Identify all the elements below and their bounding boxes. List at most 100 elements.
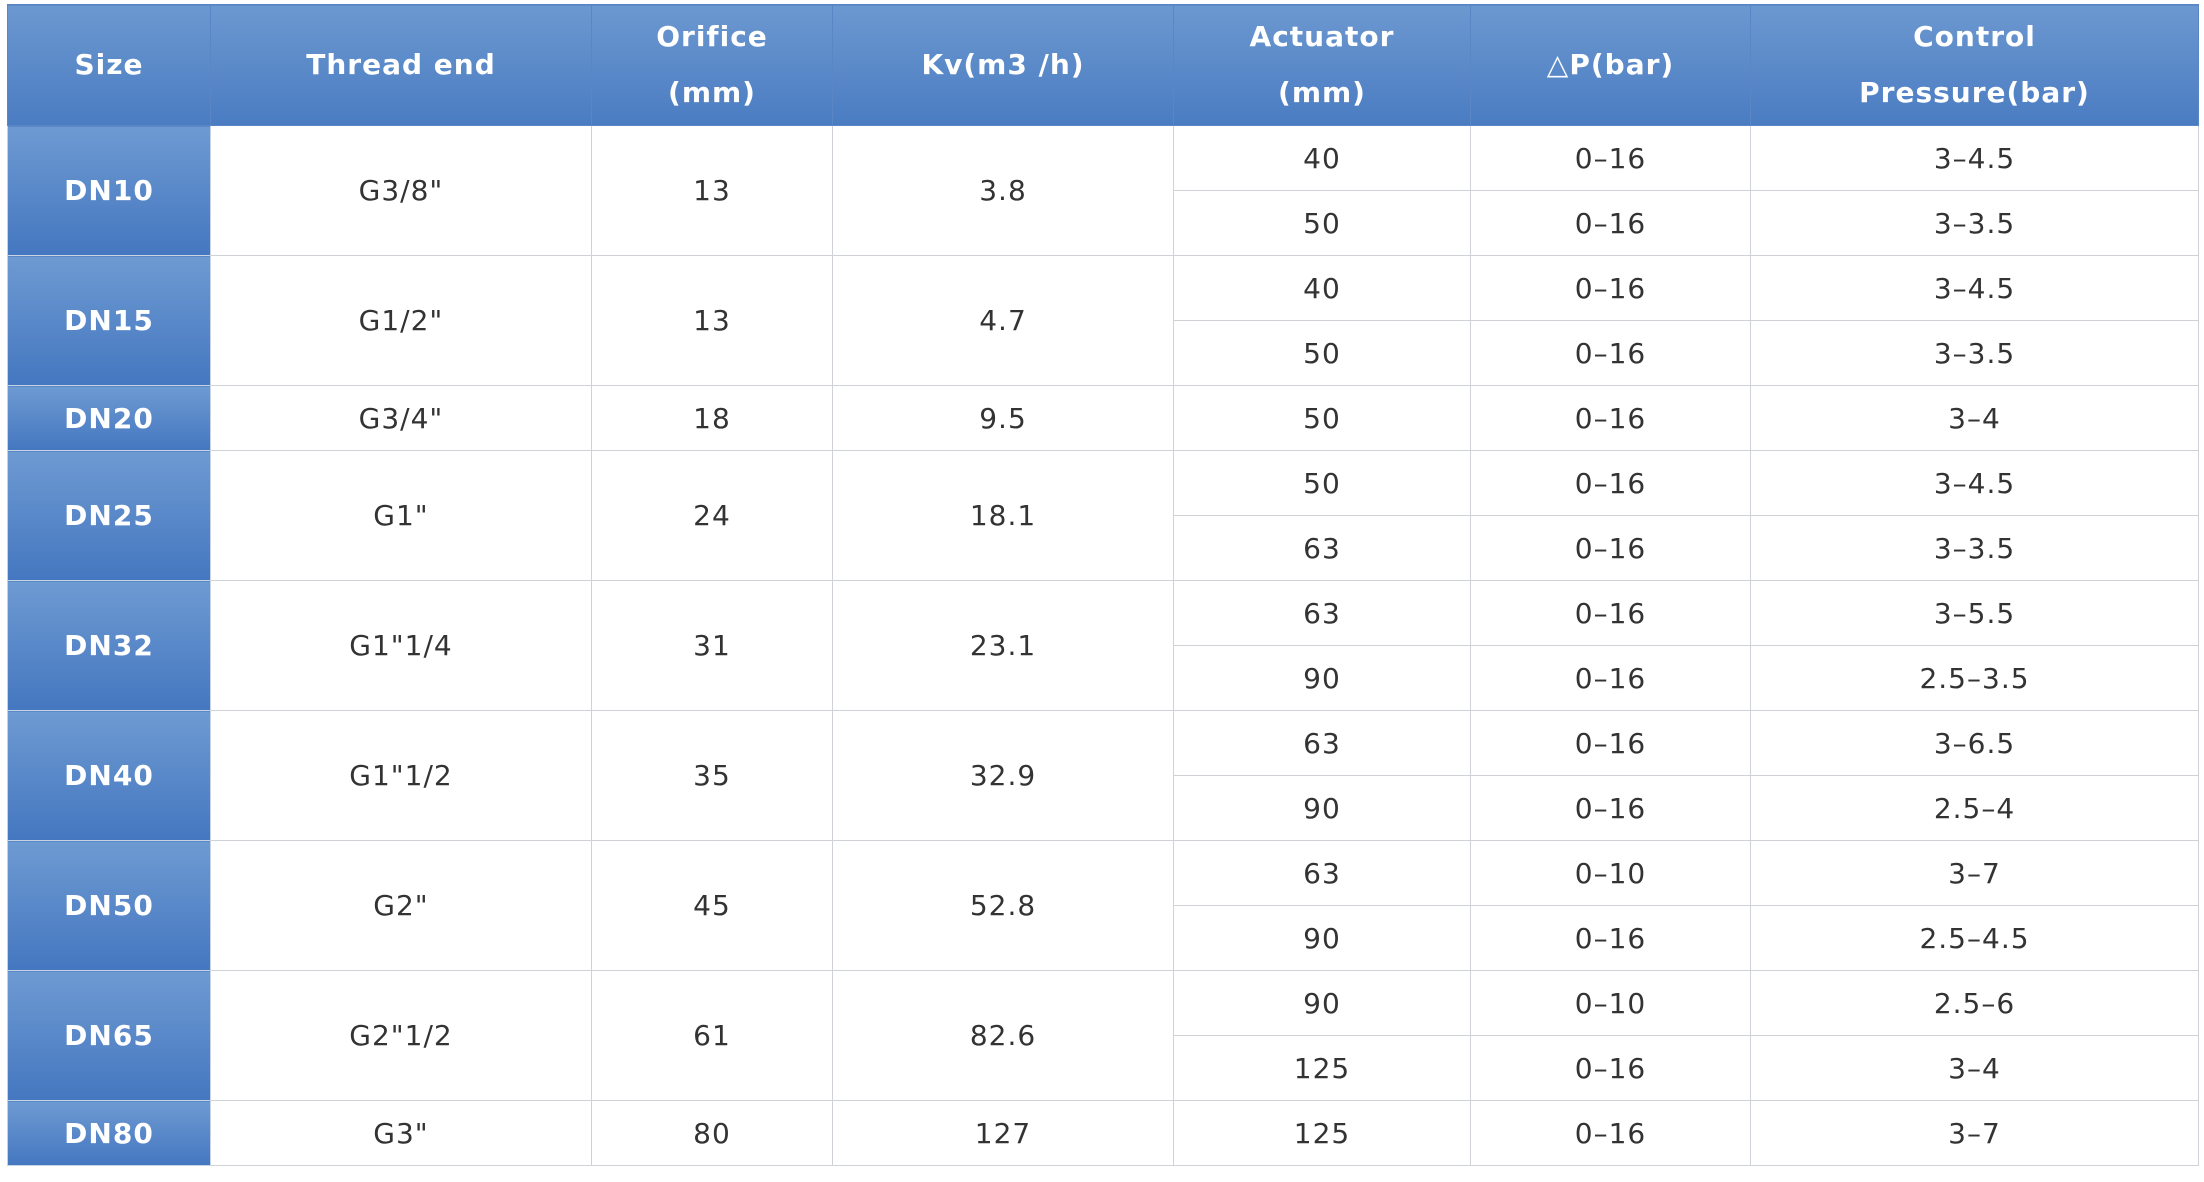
header-text: Size <box>74 48 144 81</box>
control-pressure-cell: 3–4 <box>1750 1035 2199 1101</box>
dp-cell: 0–10 <box>1470 840 1751 906</box>
table-row: 90 0–16 2.5–4.5 <box>8 905 2199 971</box>
size-cell: DN80 <box>7 1100 211 1166</box>
dp-cell: 0–16 <box>1470 905 1751 971</box>
header-text: Kv(m3 /h) <box>921 48 1085 81</box>
actuator-cell: 125 <box>1173 1100 1471 1166</box>
dp-cell: 0–16 <box>1470 1035 1751 1101</box>
kv-cell: 32.9 <box>832 710 1174 841</box>
kv-cell: 18.1 <box>832 450 1174 581</box>
thread-cell: G2"1/2 <box>210 970 592 1101</box>
size-cell: DN25 <box>7 450 211 581</box>
size-cell: DN50 <box>7 840 211 971</box>
header-text: (mm) <box>668 76 756 109</box>
control-pressure-cell: 3–5.5 <box>1750 580 2199 646</box>
orifice-cell: 13 <box>591 255 833 386</box>
actuator-cell: 40 <box>1173 125 1471 191</box>
orifice-cell: 31 <box>591 580 833 711</box>
dp-cell: 0–16 <box>1470 710 1751 776</box>
control-pressure-cell: 2.5–4 <box>1750 775 2199 841</box>
table-row: DN10 G3/8" 13 3.8 40 0–16 3–4.5 <box>7 125 2199 256</box>
header-text: Actuator <box>1249 20 1395 53</box>
header-text: Orifice <box>656 20 768 53</box>
actuator-cell: 50 <box>1173 385 1471 451</box>
header-text: Control <box>1913 20 2036 53</box>
thread-cell: G2" <box>210 840 592 971</box>
header-text: Thread end <box>306 48 496 81</box>
table-row: DN32 G1"1/4 31 23.1 63 0–16 3–5.5 <box>7 580 2199 711</box>
header-text: Pressure(bar) <box>1859 76 2090 109</box>
header-row: Size Thread end Orifice (mm) Kv(m3 /h) Actuat… <box>7 4 2199 126</box>
actuator-cell: 50 <box>1173 320 1471 386</box>
kv-cell: 23.1 <box>832 580 1174 711</box>
actuator-cell: 63 <box>1173 840 1471 906</box>
kv-cell: 52.8 <box>832 840 1174 971</box>
table-row: 90 0–16 2.5–4 <box>8 775 2199 841</box>
control-pressure-cell: 3–3.5 <box>1750 515 2199 581</box>
size-cell: DN10 <box>7 125 211 256</box>
orifice-cell: 80 <box>591 1100 833 1166</box>
control-pressure-cell: 3–4.5 <box>1750 125 2199 191</box>
control-pressure-cell: 2.5–3.5 <box>1750 645 2199 711</box>
control-pressure-cell: 3–3.5 <box>1750 190 2199 256</box>
size-cell: DN32 <box>7 580 211 711</box>
control-pressure-cell: 3–4.5 <box>1750 255 2199 321</box>
control-pressure-cell: 3–7 <box>1750 840 2199 906</box>
thread-cell: G1/2" <box>210 255 592 386</box>
actuator-cell: 125 <box>1173 1035 1471 1101</box>
control-pressure-cell: 3–7 <box>1750 1100 2199 1166</box>
dp-cell: 0–16 <box>1470 190 1751 256</box>
kv-cell: 4.7 <box>832 255 1174 386</box>
table-row: DN40 G1"1/2 35 32.9 63 0–16 3–6.5 <box>7 710 2199 841</box>
kv-cell: 82.6 <box>832 970 1174 1101</box>
spec-table: Size Thread end Orifice (mm) Kv(m3 /h) Actuat… <box>7 4 2199 1166</box>
orifice-cell: 35 <box>591 710 833 841</box>
actuator-cell: 40 <box>1173 255 1471 321</box>
control-pressure-cell: 2.5–4.5 <box>1750 905 2199 971</box>
table-row: DN65 G2"1/2 61 82.6 90 0–10 2.5–6 <box>7 970 2199 1101</box>
header-cell: Thread end <box>210 4 592 126</box>
actuator-cell: 50 <box>1173 450 1471 516</box>
header-cell: Control Pressure(bar) <box>1750 4 2199 126</box>
table-row: 125 0–16 3–4 <box>8 1035 2199 1101</box>
orifice-cell: 45 <box>591 840 833 971</box>
kv-cell: 127 <box>832 1100 1174 1166</box>
control-pressure-cell: 3–4 <box>1750 385 2199 451</box>
dp-cell: 0–16 <box>1470 515 1751 581</box>
header-cell: Orifice (mm) <box>591 4 833 126</box>
dp-cell: 0–16 <box>1470 645 1751 711</box>
control-pressure-cell: 3–4.5 <box>1750 450 2199 516</box>
thread-cell: G1"1/4 <box>210 580 592 711</box>
dp-cell: 0–16 <box>1470 125 1751 191</box>
header-cell: △P(bar) <box>1470 4 1751 126</box>
header-cell: Size <box>7 4 211 126</box>
actuator-cell: 63 <box>1173 580 1471 646</box>
header-text: △P(bar) <box>1546 48 1675 81</box>
dp-cell: 0–16 <box>1470 385 1751 451</box>
dp-cell: 0–16 <box>1470 775 1751 841</box>
actuator-cell: 50 <box>1173 190 1471 256</box>
table-row: DN50 G2" 45 52.8 63 0–10 3–7 <box>7 840 2199 971</box>
size-cell: DN20 <box>7 385 211 451</box>
dp-cell: 0–16 <box>1470 320 1751 386</box>
table-row: DN20 G3/4" 18 9.5 50 0–16 3–4 <box>7 385 2199 451</box>
thread-cell: G3/8" <box>210 125 592 256</box>
actuator-cell: 90 <box>1173 970 1471 1036</box>
kv-cell: 3.8 <box>832 125 1174 256</box>
control-pressure-cell: 2.5–6 <box>1750 970 2199 1036</box>
thread-cell: G3" <box>210 1100 592 1166</box>
thread-cell: G1"1/2 <box>210 710 592 841</box>
size-cell: DN65 <box>7 970 211 1101</box>
table-row: DN15 G1/2" 13 4.7 40 0–16 3–4.5 <box>7 255 2199 386</box>
header-cell: Actuator (mm) <box>1173 4 1471 126</box>
dp-cell: 0–10 <box>1470 970 1751 1036</box>
actuator-cell: 63 <box>1173 515 1471 581</box>
size-cell: DN40 <box>7 710 211 841</box>
actuator-cell: 90 <box>1173 905 1471 971</box>
dp-cell: 0–16 <box>1470 450 1751 516</box>
table-row: 50 0–16 3–3.5 <box>8 190 2199 256</box>
table-body: DN10 G3/8" 13 3.8 40 0–16 3–4.5 50 0–16 3–3.5 DN15… <box>7 125 2199 1166</box>
orifice-cell: 13 <box>591 125 833 256</box>
thread-cell: G1" <box>210 450 592 581</box>
